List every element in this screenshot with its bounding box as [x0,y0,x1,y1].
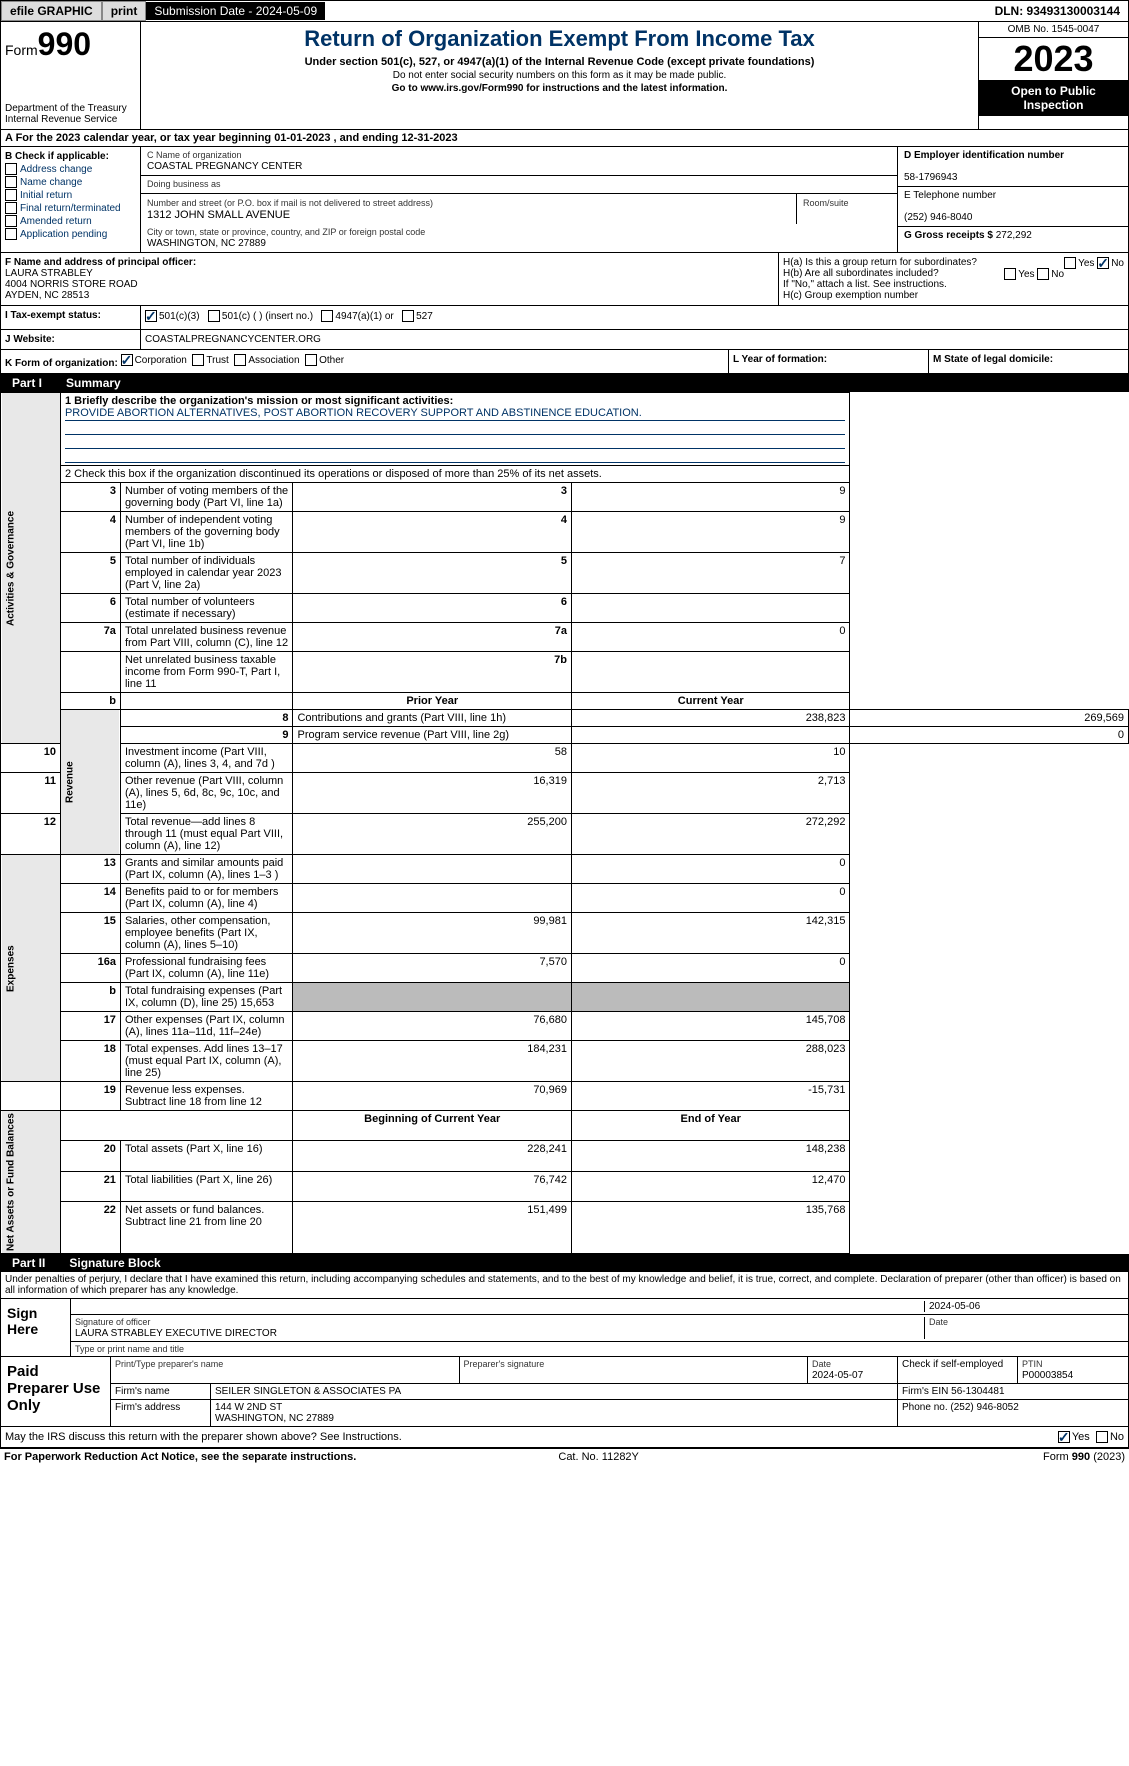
form-title: Return of Organization Exempt From Incom… [145,26,974,52]
goto-link[interactable]: Go to www.irs.gov/Form990 for instructio… [145,83,974,94]
firm-addr: 144 W 2ND ST WASHINGTON, NC 27889 [211,1400,898,1426]
summary-table: Activities & Governance 1 Briefly descri… [0,392,1129,1254]
part1-bar: Part ISummary [0,374,1129,392]
chk-pending[interactable] [5,228,17,240]
chk-4947[interactable] [321,310,333,322]
form-number: Form990 [5,26,136,63]
chk-amended[interactable] [5,215,17,227]
ha-yes[interactable] [1064,257,1076,269]
hb-no[interactable] [1037,268,1049,280]
print-btn[interactable]: print [102,1,147,21]
chk-initial[interactable] [5,189,17,201]
chk-501c3[interactable] [145,310,157,322]
firm-name: SEILER SINGLETON & ASSOCIATES PA [211,1384,898,1399]
box-c: C Name of organizationCOASTAL PREGNANCY … [141,147,898,252]
inspection-label: Open to Public Inspection [979,80,1128,116]
chk-name[interactable] [5,176,17,188]
hb-yes[interactable] [1004,268,1016,280]
dept-label: Department of the Treasury Internal Reve… [5,103,136,125]
gross-receipts: 272,292 [996,230,1032,241]
preparer-block: Paid Preparer Use Only Print/Type prepar… [0,1357,1129,1427]
website[interactable]: COASTALPREGNANCYCENTER.ORG [141,330,1128,349]
header: Form990 Department of the Treasury Inter… [0,22,1129,130]
chk-501c[interactable] [208,310,220,322]
efile-btn[interactable]: efile GRAPHIC [1,1,102,21]
chk-final[interactable] [5,202,17,214]
chk-address[interactable] [5,163,17,175]
part2-bar: Part IISignature Block [0,1254,1129,1272]
city: WASHINGTON, NC 27889 [147,238,266,249]
dln: DLN: 93493130003144 [987,2,1128,20]
row-i: I Tax-exempt status: 501(c)(3) 501(c) ( … [0,306,1129,330]
boxes-bcd: B Check if applicable: Address change Na… [0,147,1129,253]
discuss-yes[interactable] [1058,1431,1070,1443]
tax-year: 2023 [979,38,1128,80]
omb: OMB No. 1545-0047 [979,22,1128,38]
street: 1312 JOHN SMALL AVENUE [147,209,290,221]
mission: PROVIDE ABORTION ALTERNATIVES, POST ABOR… [65,407,845,421]
vlabel-rev: Revenue [60,710,120,855]
k-other[interactable] [305,354,317,366]
k-trust[interactable] [192,354,204,366]
ptin: P00003854 [1022,1370,1073,1381]
org-name: COASTAL PREGNANCY CENTER [147,161,302,172]
row-a: A For the 2023 calendar year, or tax yea… [0,130,1129,147]
footer: For Paperwork Reduction Act Notice, see … [0,1448,1129,1465]
phone: (252) 946-8040 [904,212,972,223]
sign-block: Sign Here 2024-05-06 Signature of office… [0,1299,1129,1357]
box-b: B Check if applicable: Address change Na… [1,147,141,252]
ssn-note: Do not enter social security numbers on … [145,70,974,81]
perjury: Under penalties of perjury, I declare th… [0,1272,1129,1299]
topbar: efile GRAPHIC print Submission Date - 20… [0,0,1129,22]
vlabel-exp: Expenses [1,855,61,1082]
chk-527[interactable] [402,310,414,322]
submission-date: Submission Date - 2024-05-09 [146,2,325,20]
k-corp[interactable] [121,354,133,366]
form-subtitle: Under section 501(c), 527, or 4947(a)(1)… [145,56,974,68]
ein: 58-1796943 [904,172,957,183]
discuss-no[interactable] [1096,1431,1108,1443]
row-fh: F Name and address of principal officer:… [0,253,1129,306]
vlabel-gov: Activities & Governance [1,393,61,744]
officer-name: LAURA STRABLEY [5,268,93,279]
officer-sig: LAURA STRABLEY EXECUTIVE DIRECTOR [75,1328,277,1339]
row-j: J Website: COASTALPREGNANCYCENTER.ORG [0,330,1129,350]
box-d: D Employer identification number58-17969… [898,147,1128,252]
discuss-row: May the IRS discuss this return with the… [0,1427,1129,1448]
row-klm: K Form of organization: Corporation Trus… [0,350,1129,374]
vlabel-na: Net Assets or Fund Balances [1,1111,61,1254]
k-assoc[interactable] [234,354,246,366]
ha-no[interactable] [1097,257,1109,269]
